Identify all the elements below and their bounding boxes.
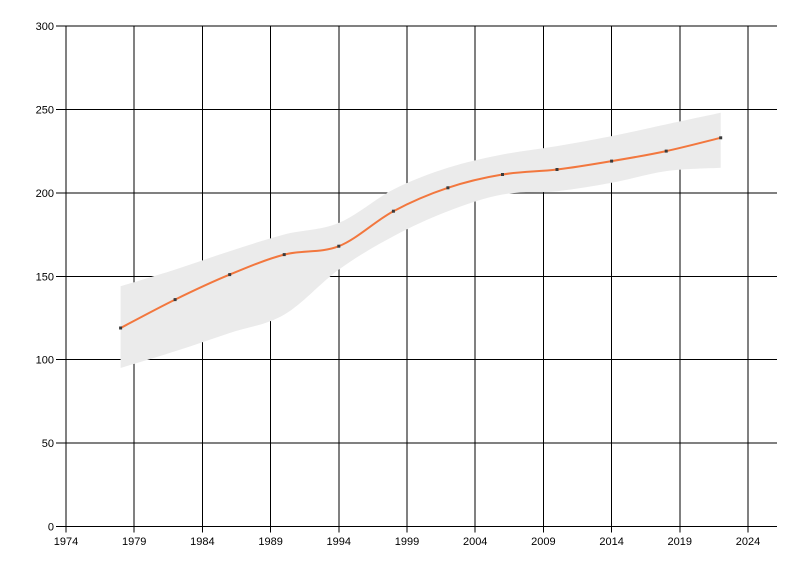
x-tick-label: 1994 — [327, 536, 351, 548]
data-point-marker — [610, 159, 614, 163]
x-axis-labels: 1974 1979 1984 1989 1994 1999 2004 2009 2014 2019… — [54, 536, 760, 548]
data-point-marker — [119, 326, 123, 330]
y-tick-label: 100 — [36, 355, 54, 367]
y-tick-label: 150 — [36, 271, 54, 283]
y-tick-label: 200 — [36, 188, 54, 200]
data-point-marker — [228, 273, 232, 277]
y-tick-label: 300 — [36, 21, 54, 33]
series-markers — [119, 136, 723, 330]
x-tick-label: 1989 — [258, 536, 282, 548]
data-point-marker — [446, 186, 450, 190]
x-tick-label: 2004 — [463, 536, 487, 548]
data-point-marker — [719, 136, 723, 140]
data-point-marker — [555, 168, 559, 171]
x-tick-label: 1984 — [190, 536, 214, 548]
data-point-marker — [282, 253, 286, 257]
x-tick-label: 1979 — [122, 536, 146, 548]
x-tick-label: 2014 — [599, 536, 623, 548]
y-tick-label: 250 — [36, 104, 54, 116]
confidence-band — [120, 112, 721, 368]
y-tick-label: 50 — [42, 438, 54, 450]
data-point-marker — [337, 244, 341, 248]
data-point-marker — [173, 298, 177, 302]
x-tick-label: 2019 — [668, 536, 692, 548]
y-axis-labels: 0 50 100 150 200 250 300 — [36, 21, 54, 534]
x-tick-label: 1974 — [54, 536, 78, 548]
y-tick-label: 0 — [48, 522, 54, 534]
series-line — [119, 136, 722, 329]
x-tick-label: 1999 — [395, 536, 419, 548]
data-point-marker — [501, 173, 504, 176]
data-point-marker — [664, 149, 668, 153]
x-tick-label: 2024 — [736, 536, 760, 548]
data-point-marker — [391, 209, 395, 213]
x-tick-label: 2009 — [531, 536, 555, 548]
